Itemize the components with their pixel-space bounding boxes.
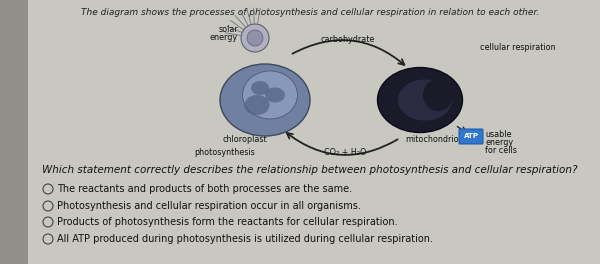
Text: Products of photosynthesis form the reactants for cellular respiration.: Products of photosynthesis form the reac… [57, 217, 398, 227]
Text: usable: usable [485, 130, 511, 139]
Text: energy: energy [210, 34, 238, 43]
Circle shape [247, 30, 263, 46]
Text: All ATP produced during photosynthesis is utilized during cellular respiration.: All ATP produced during photosynthesis i… [57, 234, 433, 244]
Ellipse shape [398, 79, 452, 121]
Text: chloroplast: chloroplast [223, 135, 268, 144]
Text: photosynthesis: photosynthesis [194, 148, 256, 157]
Text: ATP: ATP [464, 134, 479, 139]
Bar [0, 0, 28, 264]
Ellipse shape [242, 71, 298, 119]
Text: Which statement correctly describes the relationship between photosynthesis and : Which statement correctly describes the … [42, 165, 578, 175]
Circle shape [241, 24, 269, 52]
Text: cellular respiration: cellular respiration [480, 44, 556, 53]
Ellipse shape [220, 64, 310, 136]
Text: energy: energy [485, 138, 513, 147]
Text: CO₂ + H₂O: CO₂ + H₂O [324, 148, 366, 157]
Text: The diagram shows the processes of photosynthesis and cellular respiration in re: The diagram shows the processes of photo… [81, 8, 539, 17]
Ellipse shape [245, 95, 269, 115]
Ellipse shape [377, 68, 463, 133]
Text: Photosynthesis and cellular respiration occur in all organisms.: Photosynthesis and cellular respiration … [57, 201, 361, 211]
Text: mitochondrion: mitochondrion [406, 135, 464, 144]
Text: carbohydrate: carbohydrate [321, 35, 375, 44]
Ellipse shape [423, 79, 453, 111]
FancyBboxPatch shape [459, 129, 483, 144]
Ellipse shape [251, 81, 269, 95]
Text: The reactants and products of both processes are the same.: The reactants and products of both proce… [57, 184, 352, 194]
Ellipse shape [265, 87, 285, 102]
Text: for cells: for cells [485, 146, 517, 155]
Text: solar: solar [218, 26, 238, 35]
